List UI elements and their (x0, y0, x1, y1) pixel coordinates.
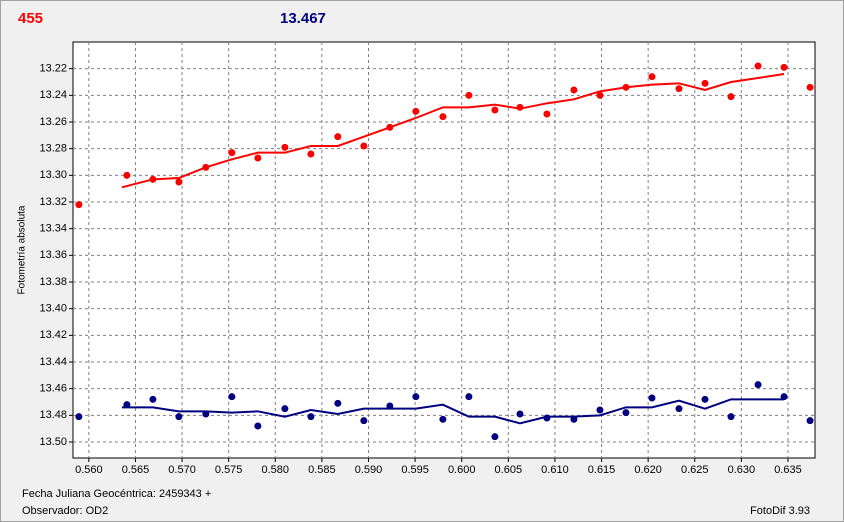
data-point (491, 433, 499, 441)
y-axis-label: Fotometría absoluta (17, 205, 28, 294)
data-point (254, 422, 262, 430)
data-point (543, 110, 551, 118)
data-point (281, 405, 289, 413)
footer-observer: Observador: OD2 (22, 505, 108, 517)
x-tick-label: 0.560 (75, 464, 103, 476)
y-tick-label: 13.44 (39, 356, 67, 368)
data-point (228, 149, 236, 157)
x-tick-label: 0.635 (774, 464, 802, 476)
data-point (780, 63, 788, 71)
data-point (281, 143, 289, 151)
x-tick-label: 0.605 (495, 464, 523, 476)
trend-line (121, 73, 785, 189)
y-tick-label: 13.40 (39, 303, 67, 315)
x-tick-label: 0.600 (448, 464, 476, 476)
footer-version: FotoDif 3.93 (750, 505, 810, 517)
data-point (465, 393, 473, 401)
data-point (360, 417, 368, 425)
data-point (806, 417, 814, 425)
x-tick-label: 0.630 (728, 464, 756, 476)
data-point (360, 142, 368, 150)
x-tick-label: 0.575 (215, 464, 243, 476)
x-tick-label: 0.585 (308, 464, 336, 476)
data-point (701, 79, 709, 87)
y-tick-label: 13.36 (39, 249, 67, 261)
data-point (465, 91, 473, 99)
y-tick-label: 13.34 (39, 223, 67, 235)
data-point (123, 171, 131, 179)
y-tick-label: 13.32 (39, 196, 67, 208)
data-point (228, 393, 236, 401)
data-point (648, 73, 656, 81)
data-point (75, 413, 83, 421)
y-tick-label: 13.50 (39, 436, 67, 448)
plot-area (72, 41, 816, 459)
y-tick-label: 13.22 (39, 63, 67, 75)
data-point (307, 150, 315, 158)
x-tick-label: 0.595 (401, 464, 429, 476)
x-tick-label: 0.590 (355, 464, 383, 476)
data-point (334, 399, 342, 407)
x-tick-label: 0.580 (262, 464, 290, 476)
x-tick-label: 0.625 (681, 464, 709, 476)
data-point (754, 62, 762, 70)
data-point (334, 133, 342, 141)
y-tick-label: 13.42 (39, 329, 67, 341)
data-point (727, 93, 735, 101)
y-tick-label: 13.24 (39, 89, 67, 101)
data-point (570, 86, 578, 94)
data-point (727, 413, 735, 421)
subtitle: 13.467 (280, 10, 326, 27)
data-point (806, 83, 814, 91)
x-tick-label: 0.610 (541, 464, 569, 476)
data-point (175, 413, 183, 421)
data-point (439, 113, 447, 121)
data-point (675, 405, 683, 413)
data-point (754, 381, 762, 389)
data-point (648, 394, 656, 402)
data-point (675, 85, 683, 93)
footer-date: Fecha Juliana Geocéntrica: 2459343 + (22, 488, 211, 500)
data-point (701, 395, 709, 403)
data-point (516, 410, 524, 418)
data-point (254, 154, 262, 162)
x-tick-label: 0.620 (634, 464, 662, 476)
data-point (412, 393, 420, 401)
data-point (439, 415, 447, 423)
data-point (307, 413, 315, 421)
data-point (75, 201, 83, 209)
title: 455 (18, 10, 43, 27)
y-tick-label: 13.46 (39, 383, 67, 395)
data-point (175, 178, 183, 186)
trend-line (121, 398, 785, 425)
data-point (491, 106, 499, 114)
x-tick-label: 0.615 (588, 464, 616, 476)
data-point (596, 406, 604, 414)
y-tick-label: 13.30 (39, 169, 67, 181)
y-tick-label: 13.26 (39, 116, 67, 128)
data-point (622, 409, 630, 417)
y-tick-label: 13.48 (39, 409, 67, 421)
y-tick-label: 13.38 (39, 276, 67, 288)
data-point (412, 107, 420, 115)
x-tick-label: 0.570 (168, 464, 196, 476)
data-point (596, 91, 604, 99)
y-tick-label: 13.28 (39, 143, 67, 155)
data-point (149, 395, 157, 403)
x-tick-label: 0.565 (122, 464, 150, 476)
